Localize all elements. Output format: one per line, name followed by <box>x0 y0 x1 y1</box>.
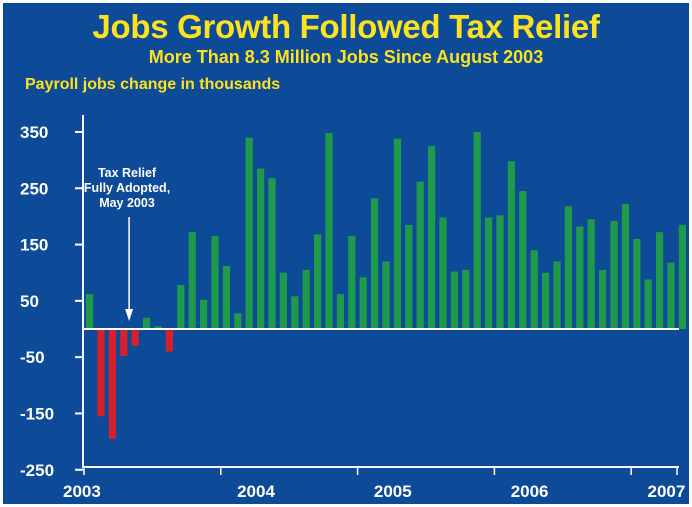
bar-dec-2003 <box>211 236 219 329</box>
bar-sep-2006 <box>587 219 595 329</box>
bar-jun-2003 <box>143 317 151 329</box>
bar-may-2004 <box>268 178 276 329</box>
x-tick-label: 2006 <box>511 482 549 501</box>
bar-jul-2004 <box>291 296 299 329</box>
annotation-arrow-head <box>125 309 134 321</box>
bar-sep-2004 <box>314 234 322 329</box>
y-tick-label: 250 <box>20 179 48 198</box>
x-tick-label: 2007 <box>648 482 686 501</box>
annotation-line-3: May 2003 <box>99 196 155 210</box>
chart-title: Jobs Growth Followed Tax Relief <box>92 8 600 45</box>
y-tick-label: 150 <box>20 236 48 255</box>
bar-jun-2005 <box>416 181 424 329</box>
y-tick-label: 350 <box>20 123 48 142</box>
bar-may-2003 <box>131 329 139 346</box>
bar-feb-2007 <box>644 279 652 329</box>
bar-oct-2005 <box>462 269 470 329</box>
bar-mar-2005 <box>382 261 390 329</box>
bar-jan-2005 <box>359 277 367 329</box>
bar-nov-2004 <box>336 294 344 329</box>
bar-jul-2003 <box>154 326 162 329</box>
bar-apr-2005 <box>393 138 401 329</box>
bar-chart: 350 250 150 50 -50 -150 -250 2003 2004 2005 2006 20… <box>20 115 686 501</box>
bar-dec-2004 <box>348 236 356 329</box>
bar-feb-2005 <box>371 198 379 329</box>
bar-nov-2006 <box>610 220 618 329</box>
bar-oct-2003 <box>188 232 196 329</box>
annotation-line-1: Tax Relief <box>98 166 157 180</box>
bar-may-2006 <box>542 272 550 329</box>
x-tick-label: 2005 <box>374 482 412 501</box>
bar-mar-2004 <box>245 137 253 329</box>
bar-mar-2003 <box>108 329 116 439</box>
y-tick-label: -50 <box>20 348 45 367</box>
bar-aug-2003 <box>165 329 173 352</box>
bar-jun-2004 <box>279 272 287 329</box>
bar-dec-2005 <box>485 217 493 329</box>
bar-may-2005 <box>405 224 413 329</box>
bar-sep-2005 <box>450 271 458 329</box>
chart-panel: Jobs Growth Followed Tax Relief More Tha… <box>3 3 689 504</box>
annotation-line-2: Fully Adopted, <box>84 181 170 195</box>
bar-nov-2003 <box>200 299 208 329</box>
bar-jul-2005 <box>428 146 436 329</box>
bar-oct-2004 <box>325 133 333 329</box>
bar-apr-2006 <box>530 250 538 329</box>
bar-jan-2006 <box>496 215 504 329</box>
bar-dec-2006 <box>621 204 629 329</box>
y-tick-label: -250 <box>20 461 54 480</box>
bar-feb-2003 <box>97 329 105 417</box>
bar-jan-2007 <box>633 238 641 329</box>
y-tick-label: -150 <box>20 404 54 423</box>
bar-feb-2006 <box>507 161 515 329</box>
bar-aug-2005 <box>439 217 447 329</box>
x-tick-label: 2003 <box>63 482 101 501</box>
bar-aug-2006 <box>576 226 584 329</box>
bar-sep-2003 <box>177 285 185 329</box>
bar-may-2007 <box>678 224 686 329</box>
bar-jan-2004 <box>222 265 230 329</box>
bar-mar-2007 <box>656 232 664 329</box>
bar-jan-2003 <box>86 294 94 329</box>
bar-apr-2007 <box>667 262 675 329</box>
bar-apr-2004 <box>257 168 265 329</box>
bar-mar-2006 <box>519 191 527 329</box>
x-tick-label: 2004 <box>237 482 275 501</box>
bar-oct-2006 <box>599 269 607 329</box>
y-tick-label: 50 <box>20 292 39 311</box>
bar-jun-2006 <box>553 261 561 329</box>
y-axis-label: Payroll jobs change in thousands <box>25 76 281 93</box>
bar-apr-2003 <box>120 329 128 357</box>
bar-aug-2004 <box>302 269 310 329</box>
chart-subtitle: More Than 8.3 Million Jobs Since August … <box>148 47 544 67</box>
bar-nov-2005 <box>473 131 481 329</box>
bar-feb-2004 <box>234 313 242 329</box>
bar-jul-2006 <box>564 206 572 329</box>
